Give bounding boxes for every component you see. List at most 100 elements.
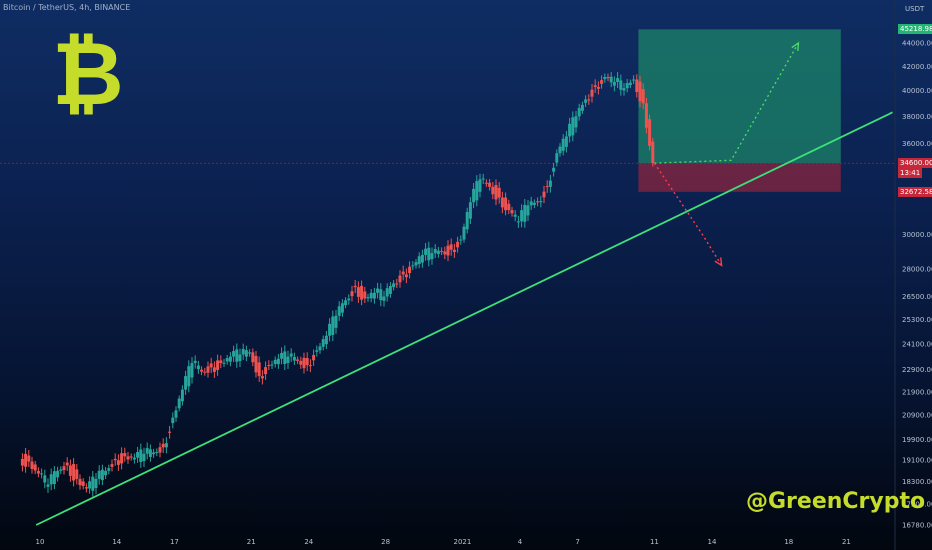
candle <box>417 256 421 265</box>
candle <box>241 348 245 355</box>
candle <box>462 226 466 240</box>
candle <box>142 453 146 462</box>
candle <box>27 455 31 462</box>
candle <box>382 296 386 301</box>
candle <box>414 262 418 266</box>
candle <box>504 197 508 211</box>
candle <box>299 360 303 365</box>
candle <box>520 210 524 222</box>
symbol-header[interactable]: Bitcoin / TetherUS, 4h, BINANCE <box>3 3 131 12</box>
candle <box>132 457 136 460</box>
time-tick-label: 21 <box>247 538 256 546</box>
candle <box>372 292 376 299</box>
candle <box>456 241 460 248</box>
candle <box>344 300 348 306</box>
candle <box>571 117 575 136</box>
candle <box>152 452 156 455</box>
candle <box>129 456 133 458</box>
candle <box>427 247 431 261</box>
projection-down-arrow <box>653 162 723 266</box>
price-tag: 45218.98 <box>898 24 932 35</box>
price-tick-label: 17500.00 <box>902 500 932 508</box>
candle <box>276 358 280 365</box>
candle <box>219 360 223 364</box>
candle <box>440 250 444 252</box>
candle <box>270 364 274 366</box>
candle <box>641 89 645 104</box>
candle <box>452 249 456 253</box>
projection-up-arrow <box>654 42 800 164</box>
candle <box>545 186 549 188</box>
candle <box>561 138 565 151</box>
candle <box>328 323 332 336</box>
candle <box>622 88 626 91</box>
price-tick-label: 25300.00 <box>902 316 932 324</box>
time-tick-label: 21 <box>842 538 851 546</box>
candle <box>376 288 380 293</box>
candle <box>404 274 408 278</box>
candle <box>193 360 197 364</box>
price-tick-label: 38000.00 <box>902 113 932 121</box>
candle <box>398 275 402 283</box>
candle <box>388 286 392 294</box>
candle <box>488 182 492 187</box>
candle <box>222 362 226 364</box>
candle <box>363 291 367 299</box>
candle <box>465 211 469 230</box>
price-tick-label: 16780.00 <box>902 522 932 530</box>
candle <box>564 136 568 147</box>
candle <box>449 244 453 250</box>
price-tick-label: 26500.00 <box>902 293 932 301</box>
candle <box>302 357 306 369</box>
time-tick-label: 10 <box>36 538 45 546</box>
time-tick-label: 11 <box>650 538 659 546</box>
candle <box>324 335 328 345</box>
candle <box>360 285 364 300</box>
bitcoin-logo-icon: ₿ <box>52 22 124 125</box>
candle <box>81 481 85 486</box>
candle <box>587 99 591 101</box>
price-tick-label: 44000.00 <box>902 40 932 48</box>
candle <box>340 303 344 313</box>
price-tick-label: 19900.00 <box>902 436 932 444</box>
candle <box>264 367 268 375</box>
candle <box>395 283 399 285</box>
candle <box>312 355 316 361</box>
watermark: @GreenCrypto <box>746 489 926 514</box>
candle <box>155 451 159 453</box>
candle <box>436 250 440 254</box>
candle <box>59 469 63 471</box>
candle <box>75 469 79 479</box>
candle <box>555 153 559 163</box>
time-tick-label: 14 <box>708 538 717 546</box>
candle <box>123 453 127 457</box>
candle <box>257 362 261 377</box>
time-tick-label: 4 <box>518 538 523 546</box>
candle <box>30 461 34 469</box>
candle <box>532 202 536 205</box>
candle <box>548 180 552 187</box>
candle <box>180 389 184 402</box>
candle <box>542 191 546 198</box>
price-axis-unit: USDT <box>905 5 925 13</box>
candle <box>574 116 578 128</box>
candle <box>196 365 200 370</box>
candle <box>516 221 520 223</box>
candle <box>635 79 639 93</box>
candle <box>648 119 652 146</box>
candle <box>78 478 82 486</box>
candle <box>36 470 40 474</box>
price-tag: 13:41 <box>898 168 923 179</box>
candle <box>433 248 437 254</box>
candle <box>497 187 501 198</box>
candle <box>254 355 258 373</box>
price-tick-label: 24100.00 <box>902 340 932 348</box>
candle <box>510 210 514 214</box>
candle <box>392 283 396 288</box>
candle <box>603 77 607 80</box>
candle <box>267 365 271 367</box>
price-tick-label: 36000.00 <box>902 140 932 148</box>
candle <box>529 201 533 206</box>
